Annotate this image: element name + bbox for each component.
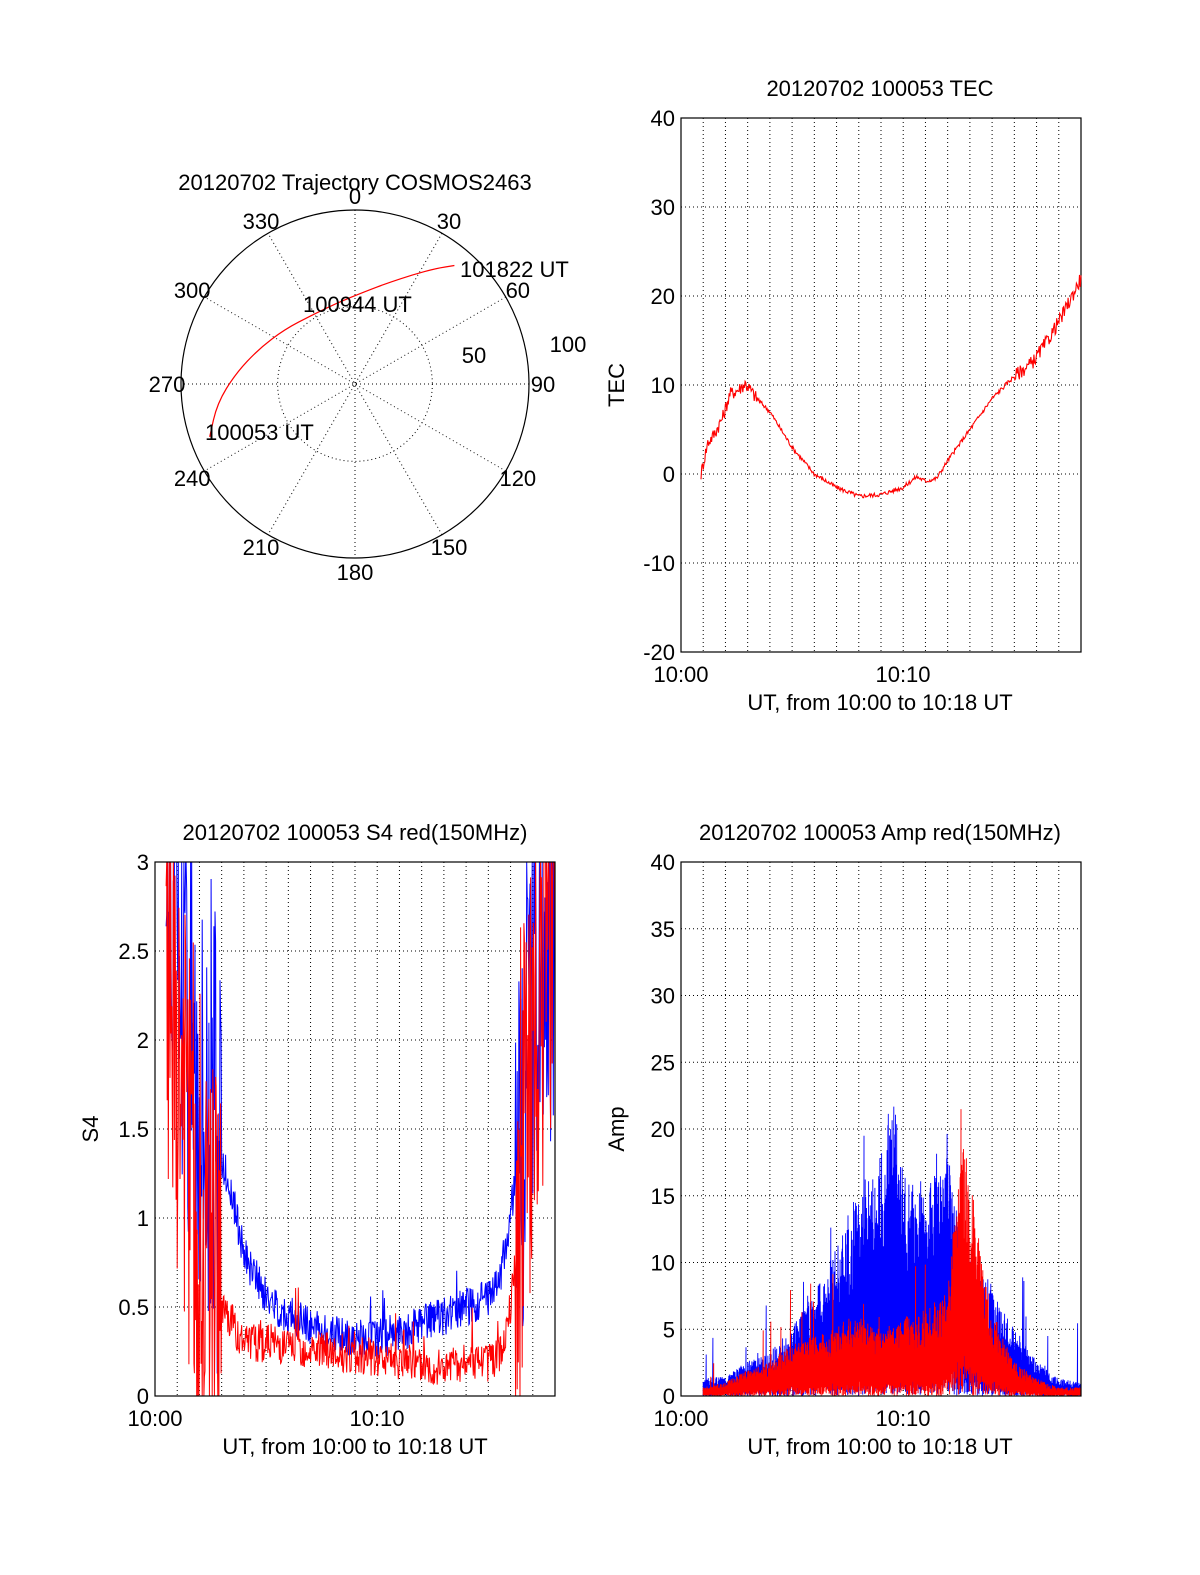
- polar-angle-label: 180: [337, 560, 374, 585]
- s4-y-axis-label: S4: [78, 1116, 103, 1143]
- radial-label-50: 50: [462, 343, 486, 368]
- tec-grid: [681, 118, 1081, 652]
- series-line-blue: [165, 861, 556, 1374]
- y-tick-label: 2.5: [118, 939, 149, 964]
- polar-title: 20120702 Trajectory COSMOS2463: [178, 170, 531, 195]
- y-tick-label: 40: [651, 850, 675, 875]
- series-line-red: [702, 1109, 1082, 1397]
- s4-plot-frame: [154, 861, 556, 1397]
- annotation-end-time: 101822 UT: [460, 257, 569, 282]
- polar-angle-label: 270: [149, 372, 186, 397]
- tec-y-axis-label: TEC: [604, 363, 629, 407]
- y-tick-label: 3: [137, 850, 149, 875]
- y-tick-label: 10: [651, 1251, 675, 1276]
- y-tick-label: 0: [663, 462, 675, 487]
- y-tick-label: 20: [651, 1117, 675, 1142]
- polar-angle-label: 150: [431, 535, 468, 560]
- polar-angle-label: 120: [499, 466, 536, 491]
- y-tick-label: 1: [137, 1206, 149, 1231]
- s4-title: 20120702 100053 S4 red(150MHz): [183, 820, 528, 845]
- y-tick-label: 5: [663, 1317, 675, 1342]
- y-tick-label: -10: [643, 551, 675, 576]
- amp-y-tick-labels: 0 5 10 15 20 25 30 35 40: [651, 850, 675, 1409]
- amp-x-axis-label: UT, from 10:00 to 10:18 UT: [747, 1434, 1012, 1459]
- polar-angle-label: 240: [174, 466, 211, 491]
- s4-panel: 20120702 100053 S4 red(150MHz) 0 0.5 1 1.5 2…: [78, 820, 556, 1459]
- tec-plot-frame: [680, 117, 1082, 653]
- polar-angle-label: 60: [506, 278, 530, 303]
- s4-x-axis-label: UT, from 10:00 to 10:18 UT: [222, 1434, 487, 1459]
- y-tick-label: 25: [651, 1050, 675, 1075]
- y-tick-label: 0: [137, 1384, 149, 1409]
- y-tick-label: 15: [651, 1184, 675, 1209]
- tec-panel: 20120702 100053 TEC -20 -10 0 10 20 30 40 10:0…: [604, 76, 1082, 715]
- polar-angle-label: 300: [174, 278, 211, 303]
- y-tick-label: 40: [651, 106, 675, 131]
- y-tick-label: 0.5: [118, 1295, 149, 1320]
- y-tick-label: 30: [651, 984, 675, 1009]
- amp-y-axis-label: Amp: [604, 1106, 629, 1151]
- y-tick-label: 35: [651, 917, 675, 942]
- amp-plot-frame: [680, 861, 1082, 1397]
- s4-x-tick-1000: 10:00: [127, 1406, 182, 1431]
- polar-panel: 20120702 Trajectory COSMOS2463 0 30 60 90 12…: [149, 170, 587, 585]
- annotation-start-time: 100053 UT: [205, 420, 314, 445]
- y-tick-label: 2: [137, 1028, 149, 1053]
- polar-angle-label: 210: [243, 535, 280, 560]
- polar-angle-label: 0: [349, 184, 361, 209]
- y-tick-label: 10: [651, 373, 675, 398]
- polar-grid: [181, 210, 529, 558]
- y-tick-label: -20: [643, 640, 675, 665]
- polar-angle-label: 90: [531, 372, 555, 397]
- y-tick-label: 0: [663, 1384, 675, 1409]
- annotation-mid-time: 100944 UT: [303, 292, 412, 317]
- polar-outer-circle: [180, 209, 530, 559]
- amp-x-tick-1000: 10:00: [653, 1406, 708, 1431]
- tec-x-tick-1010: 10:10: [875, 662, 930, 687]
- radial-label-100: 100: [550, 332, 587, 357]
- amp-series: [702, 1106, 1082, 1397]
- polar-angle-label: 30: [437, 209, 461, 234]
- y-tick-label: 20: [651, 284, 675, 309]
- y-tick-label: 30: [651, 195, 675, 220]
- s4-y-tick-labels: 0 0.5 1 1.5 2 2.5 3: [118, 850, 149, 1409]
- amp-panel: 20120702 100053 Amp red(150MHz) 0 5 10 15 20…: [604, 820, 1082, 1459]
- s4-series: [165, 861, 556, 1397]
- series-line-red: [700, 274, 1082, 499]
- amp-x-tick-1010: 10:10: [875, 1406, 930, 1431]
- trajectory-line: [209, 264, 455, 438]
- polar-angle-label: 330: [243, 209, 280, 234]
- y-tick-label: 1.5: [118, 1117, 149, 1142]
- tec-series: [700, 274, 1082, 499]
- polar-angle-labels: 0 30 60 90 120 150 180 210 240 270 300 330: [149, 184, 556, 585]
- series-line-red: [165, 861, 556, 1397]
- s4-x-tick-1010: 10:10: [349, 1406, 404, 1431]
- tec-x-axis-label: UT, from 10:00 to 10:18 UT: [747, 690, 1012, 715]
- tec-x-tick-1000: 10:00: [653, 662, 708, 687]
- amp-title: 20120702 100053 Amp red(150MHz): [699, 820, 1061, 845]
- tec-y-tick-labels: -20 -10 0 10 20 30 40: [643, 106, 675, 665]
- tec-title: 20120702 100053 TEC: [766, 76, 993, 101]
